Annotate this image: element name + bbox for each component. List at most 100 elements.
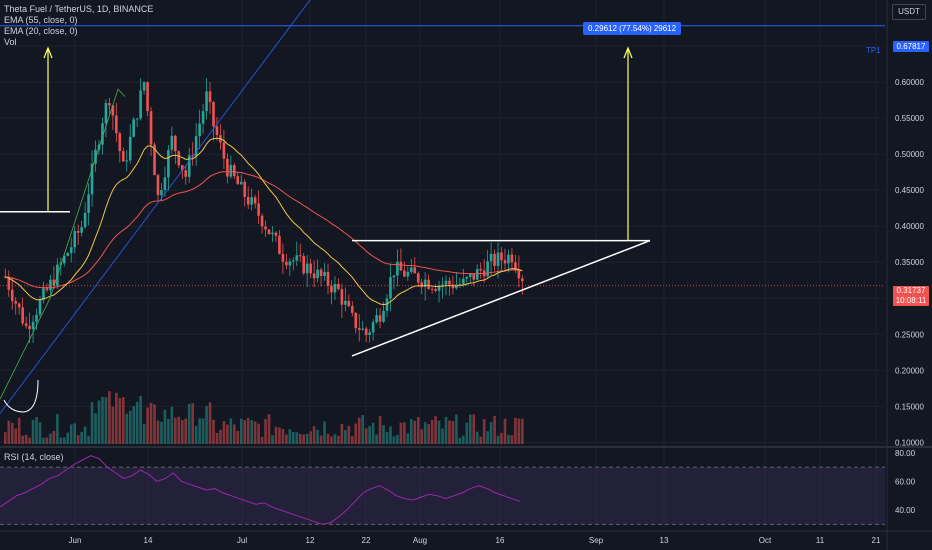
y-tick-label: 0.20000	[895, 366, 924, 375]
y-tick-label: 0.55000	[895, 114, 924, 123]
rsi-tick-label: 40.00	[895, 506, 916, 515]
candle-body	[486, 261, 489, 277]
y-tick-label: 0.25000	[895, 330, 924, 339]
volume-bar	[292, 431, 295, 444]
volume-bar	[323, 421, 326, 444]
volume-bar	[305, 433, 309, 444]
volume-bar	[486, 431, 489, 444]
candle-body	[149, 111, 153, 145]
candle-body	[118, 133, 122, 152]
candle-body	[278, 235, 281, 255]
volume-bar	[69, 424, 73, 444]
volume-bar	[62, 437, 66, 444]
volume-bar	[448, 420, 451, 444]
volume-bar	[101, 397, 104, 444]
x-tick-label: Jun	[69, 536, 82, 545]
candle-body	[416, 273, 420, 283]
candle-body	[163, 177, 167, 191]
volume-bar	[219, 429, 222, 444]
volume-bar	[163, 409, 167, 444]
candle-body	[462, 278, 465, 284]
volume-bar	[361, 415, 365, 444]
candle-body	[184, 170, 188, 177]
volume-bar	[49, 433, 52, 444]
volume-bar	[420, 429, 423, 444]
candle-body	[479, 268, 482, 271]
candle-body	[375, 315, 378, 323]
volume-bar	[500, 432, 503, 444]
candle-body	[340, 289, 344, 305]
candle-body	[146, 82, 149, 112]
left-arrow-head	[43, 46, 53, 59]
volume-bar	[236, 430, 240, 444]
right-arrow-head	[623, 46, 633, 59]
volume-bar	[423, 422, 427, 444]
volume-bar	[392, 436, 396, 444]
rsi-line	[0, 455, 521, 525]
candle-body	[14, 301, 18, 304]
candle-body	[267, 229, 271, 235]
candle-body	[510, 254, 514, 263]
legend-symbol[interactable]: Theta Fuel / TetherUS, 1D, BINANCE	[4, 4, 154, 14]
candle-body	[170, 135, 174, 150]
last-price-value: 0.31737	[896, 286, 926, 295]
candle-body	[115, 115, 118, 134]
currency-button[interactable]: USDT	[892, 4, 926, 20]
candle-body	[409, 267, 413, 272]
volume-bar	[31, 420, 35, 444]
candle-body	[288, 261, 292, 266]
volume-bar	[180, 420, 184, 444]
volume-bar	[340, 423, 344, 444]
volume-bar	[285, 434, 288, 444]
candle-body	[264, 226, 267, 230]
volume-bar	[94, 413, 97, 444]
candle-body	[472, 273, 476, 280]
candle-body	[198, 123, 201, 137]
candle-body	[468, 273, 472, 278]
volume-bar	[177, 416, 181, 444]
volume-bar	[24, 434, 28, 444]
volume-bar	[368, 425, 371, 444]
candle-body	[10, 289, 14, 302]
candle-body	[167, 149, 170, 178]
candle-body	[357, 328, 361, 330]
candle-body	[66, 253, 70, 256]
volume-bar	[288, 429, 292, 444]
candle-body	[465, 277, 469, 279]
x-tick-label: Oct	[759, 536, 772, 545]
volume-bar	[14, 428, 18, 444]
candle-body	[243, 181, 247, 197]
candle-body	[208, 91, 212, 103]
legend-ema55[interactable]: EMA (55, close, 0)	[4, 15, 78, 25]
rsi-legend[interactable]: RSI (14, close)	[4, 452, 64, 462]
x-tick-label: 16	[496, 536, 505, 545]
candle-body	[493, 253, 496, 266]
candle-body	[80, 227, 83, 233]
candle-body	[364, 328, 368, 335]
candle-body	[142, 82, 146, 91]
volume-bar	[281, 428, 285, 444]
legend-vol[interactable]: Vol	[4, 37, 17, 47]
candle-body	[451, 284, 455, 289]
candle-body	[434, 289, 437, 291]
volume-bar	[59, 437, 63, 444]
volume-bar	[229, 418, 233, 444]
legend-ema20[interactable]: EMA (20, close, 0)	[4, 26, 78, 36]
volume-bar	[142, 424, 146, 444]
volume-bar	[118, 398, 122, 444]
candle-body	[187, 155, 191, 177]
volume-bar	[493, 415, 496, 444]
candle-body	[392, 275, 396, 278]
candle-body	[239, 181, 243, 185]
volume-bar	[468, 414, 472, 444]
candle-body	[31, 321, 35, 330]
volume-bar	[156, 420, 160, 444]
y-tick-label: 0.15000	[895, 402, 924, 411]
y-tick-label: 0.40000	[895, 222, 924, 231]
tp-price-tag: 0.67817	[893, 41, 929, 52]
candle-body	[128, 136, 132, 161]
candle-body	[489, 253, 493, 262]
candle-body	[305, 263, 309, 274]
cup-curve	[3, 379, 39, 413]
